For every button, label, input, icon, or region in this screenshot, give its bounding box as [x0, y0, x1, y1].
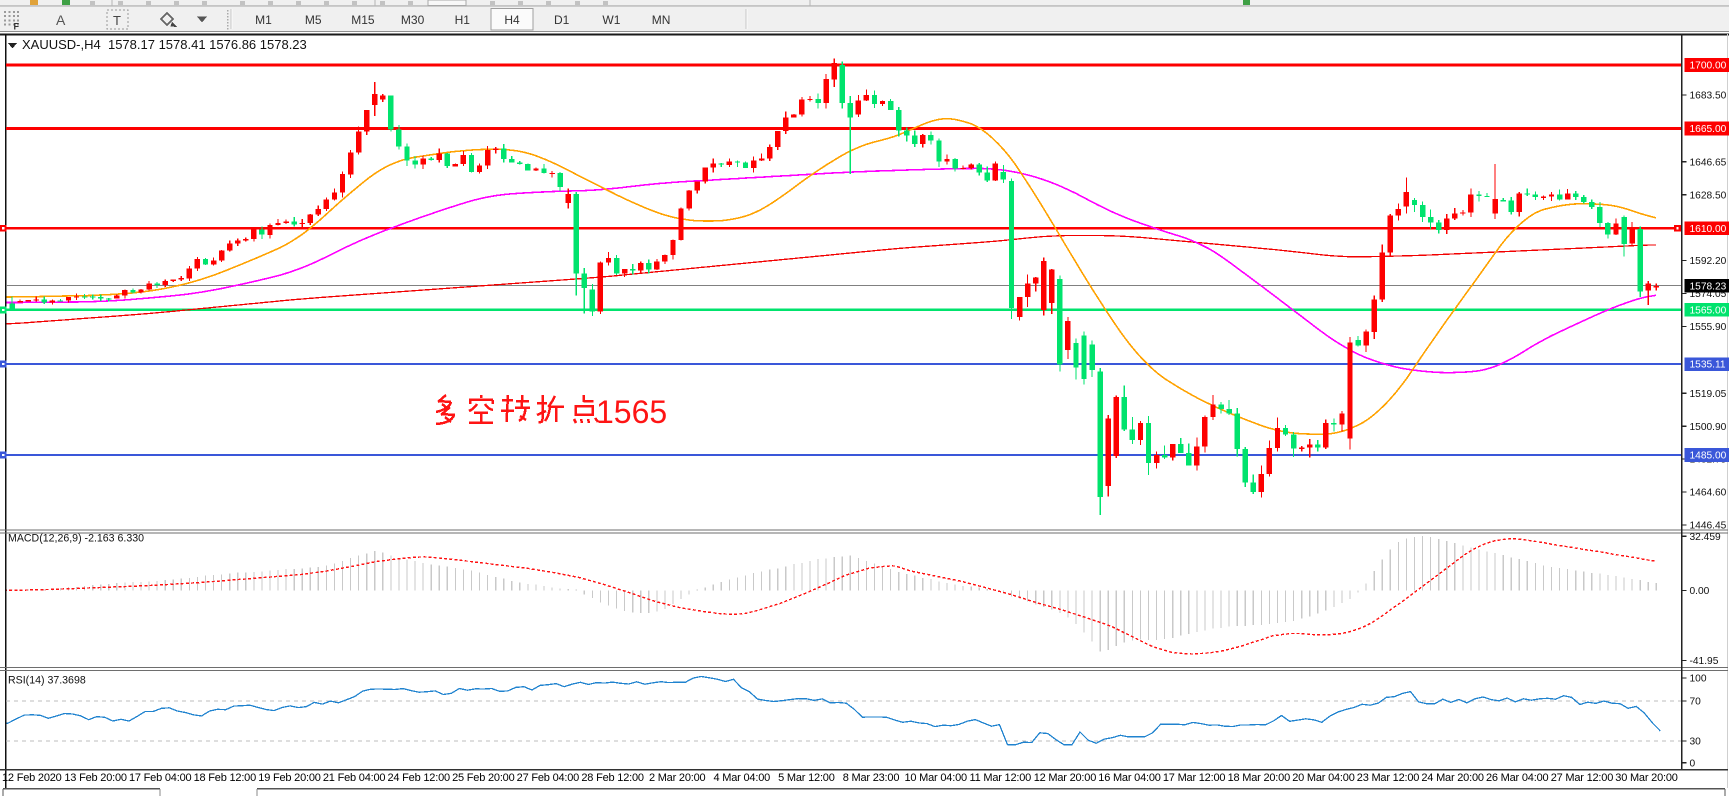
svg-text:0: 0 [1690, 758, 1696, 769]
svg-text:13 Feb 20:00: 13 Feb 20:00 [64, 772, 127, 784]
svg-text:16 Mar 04:00: 16 Mar 04:00 [1098, 772, 1161, 784]
svg-text:MACD(12,26,9) -2.163 6.330: MACD(12,26,9) -2.163 6.330 [8, 533, 144, 545]
svg-text:18 Mar 20:00: 18 Mar 20:00 [1228, 772, 1291, 784]
svg-text:M5: M5 [305, 13, 322, 27]
svg-text:24 Mar 20:00: 24 Mar 20:00 [1421, 772, 1484, 784]
svg-text:2 Mar 20:00: 2 Mar 20:00 [649, 772, 706, 784]
svg-text:1485.00: 1485.00 [1690, 451, 1727, 462]
svg-text:30: 30 [1690, 737, 1702, 748]
svg-text:A: A [56, 12, 66, 28]
svg-text:1665.00: 1665.00 [1690, 124, 1727, 135]
svg-text:32.459: 32.459 [1690, 532, 1721, 543]
svg-text:1700.00: 1700.00 [1690, 61, 1727, 72]
svg-text:1565: 1565 [596, 394, 667, 430]
svg-text:1610.00: 1610.00 [1690, 224, 1727, 235]
svg-text:5 Mar 12:00: 5 Mar 12:00 [778, 772, 835, 784]
svg-text:1574.05: 1574.05 [1690, 289, 1727, 300]
svg-text:27 Mar 12:00: 27 Mar 12:00 [1551, 772, 1614, 784]
svg-text:1578.23: 1578.23 [1690, 282, 1727, 293]
svg-text:12 Feb 2020: 12 Feb 2020 [2, 772, 62, 784]
svg-text:1565.00: 1565.00 [1690, 306, 1727, 317]
svg-text:10 Mar 04:00: 10 Mar 04:00 [904, 772, 967, 784]
svg-text:0.00: 0.00 [1690, 586, 1710, 597]
svg-text:70: 70 [1690, 697, 1702, 708]
svg-text:27 Feb 04:00: 27 Feb 04:00 [517, 772, 580, 784]
svg-text:1446.45: 1446.45 [1690, 521, 1727, 532]
svg-text:25 Feb 20:00: 25 Feb 20:00 [452, 772, 515, 784]
svg-text:M1: M1 [255, 13, 272, 27]
svg-text:F: F [14, 22, 20, 32]
svg-text:W1: W1 [602, 13, 620, 27]
svg-text:24 Feb 12:00: 24 Feb 12:00 [387, 772, 450, 784]
svg-text:1628.50: 1628.50 [1690, 190, 1727, 201]
svg-text:1646.65: 1646.65 [1690, 157, 1727, 168]
svg-text:1535.11: 1535.11 [1690, 360, 1726, 371]
svg-text:RSI(14) 37.3698: RSI(14) 37.3698 [8, 675, 86, 687]
svg-text:M30: M30 [401, 13, 425, 27]
svg-text:26 Mar 04:00: 26 Mar 04:00 [1486, 772, 1549, 784]
svg-text:1555.90: 1555.90 [1690, 322, 1727, 333]
svg-text:20 Mar 04:00: 20 Mar 04:00 [1292, 772, 1355, 784]
svg-text:1519.05: 1519.05 [1690, 389, 1727, 400]
svg-text:D1: D1 [554, 13, 570, 27]
svg-text:17 Feb 04:00: 17 Feb 04:00 [129, 772, 192, 784]
svg-text:1683.50: 1683.50 [1690, 91, 1727, 102]
svg-text:1592.20: 1592.20 [1690, 256, 1727, 267]
svg-text:30 Mar 20:00: 30 Mar 20:00 [1615, 772, 1678, 784]
svg-text:1464.60: 1464.60 [1690, 488, 1727, 499]
svg-text:23 Mar 12:00: 23 Mar 12:00 [1357, 772, 1420, 784]
svg-text:MN: MN [652, 13, 671, 27]
svg-text:100: 100 [1690, 674, 1707, 685]
svg-text:28 Feb 12:00: 28 Feb 12:00 [581, 772, 644, 784]
svg-text:4 Mar 04:00: 4 Mar 04:00 [714, 772, 771, 784]
svg-text:12 Mar 20:00: 12 Mar 20:00 [1034, 772, 1097, 784]
svg-text:-41.95: -41.95 [1690, 656, 1719, 667]
svg-text:11 Mar 12:00: 11 Mar 12:00 [969, 772, 1031, 784]
svg-text:T: T [113, 13, 121, 28]
svg-text:H1: H1 [455, 13, 471, 27]
svg-text:21 Feb 04:00: 21 Feb 04:00 [323, 772, 386, 784]
svg-text:XAUUSD-,H4 1578.17 1578.41 15: XAUUSD-,H4 1578.17 1578.41 1576.86 1578.… [22, 37, 307, 52]
svg-text:17 Mar 12:00: 17 Mar 12:00 [1163, 772, 1226, 784]
svg-text:19 Feb 20:00: 19 Feb 20:00 [258, 772, 321, 784]
svg-text:H4: H4 [504, 13, 520, 27]
svg-text:18 Feb 12:00: 18 Feb 12:00 [194, 772, 257, 784]
svg-text:M15: M15 [351, 13, 375, 27]
svg-text:8 Mar 23:00: 8 Mar 23:00 [843, 772, 900, 784]
svg-text:1500.90: 1500.90 [1690, 422, 1727, 433]
